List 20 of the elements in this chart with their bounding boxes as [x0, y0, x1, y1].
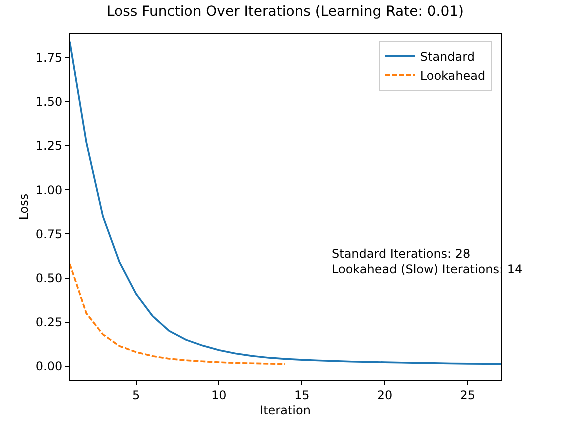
x-tick-label: 5 [132, 388, 140, 402]
chart-title: Loss Function Over Iterations (Learning Rate: 0.01) [107, 4, 464, 20]
y-tick-label: 1.75 [36, 51, 63, 66]
y-tick-label: 0.25 [36, 316, 63, 330]
x-tick-label: 20 [377, 388, 393, 402]
x-axis-title: Iteration [260, 403, 311, 418]
y-tick-label: 1.50 [36, 95, 63, 110]
line-series [70, 41, 501, 366]
y-axis-title: Loss [17, 194, 32, 220]
y-tick-label: 0.75 [36, 227, 63, 242]
y-tick-label: 0.50 [36, 271, 63, 286]
x-tick-label: 10 [212, 388, 227, 402]
x-tick-label: 25 [460, 388, 476, 402]
legend-label: Standard [420, 50, 475, 64]
y-tick-label: 1.00 [36, 183, 63, 198]
line-series [70, 263, 286, 366]
y-tick-label: 0.00 [36, 360, 63, 374]
y-tick-label: 1.25 [36, 139, 63, 154]
legend-label: Lookahead [420, 69, 486, 84]
x-tick-label: 15 [294, 388, 310, 402]
